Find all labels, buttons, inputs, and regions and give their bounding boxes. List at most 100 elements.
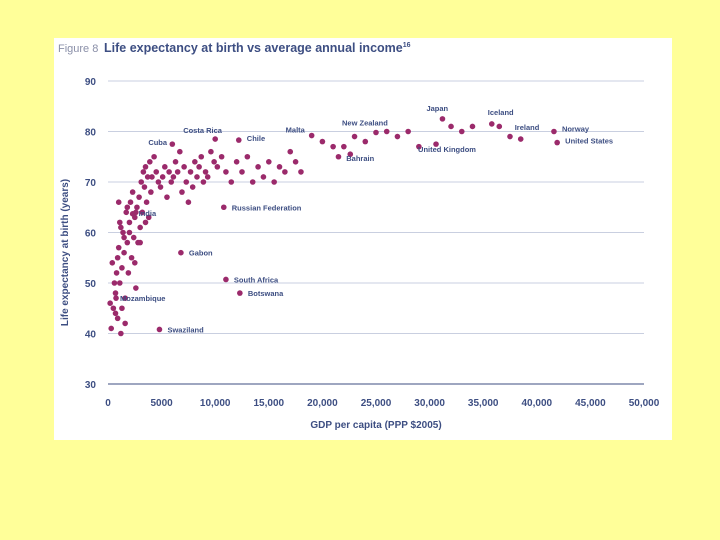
data-point — [249, 179, 256, 185]
point-annotation: Swaziland — [167, 325, 204, 334]
data-point — [394, 133, 401, 140]
x-tick-label: 20,000 — [307, 398, 338, 409]
data-point — [405, 128, 411, 135]
point-annotations: Costa Rica Cuba Chile Malta New Zealand Japan… — [120, 104, 613, 335]
data-point — [214, 164, 221, 170]
data-point-labeled — [235, 137, 242, 143]
point-annotation: Gabon — [189, 249, 213, 258]
data-point — [233, 159, 240, 165]
data-point — [140, 169, 147, 175]
data-point-labeled — [433, 141, 439, 147]
data-point — [244, 153, 251, 160]
data-point — [298, 169, 304, 175]
point-annotation: United Kingdom — [418, 145, 476, 154]
data-point-labeled — [373, 129, 379, 136]
data-point — [114, 315, 121, 322]
data-point-labeled — [439, 116, 446, 122]
data-point — [147, 159, 153, 165]
data-point — [469, 123, 476, 130]
data-point — [255, 164, 261, 170]
data-point — [271, 179, 277, 185]
x-tick-label: 35,000 — [468, 398, 499, 409]
data-point — [179, 189, 185, 195]
data-point — [448, 123, 454, 130]
data-point — [228, 179, 235, 185]
data-point — [112, 290, 119, 296]
x-tick-label: 0 — [105, 398, 111, 409]
data-point — [126, 229, 133, 236]
data-point — [335, 153, 342, 160]
x-tick-label: 10,000 — [200, 398, 231, 409]
data-point — [194, 174, 200, 180]
data-point — [130, 234, 137, 241]
data-point — [109, 260, 116, 266]
data-point — [282, 169, 288, 175]
data-point — [122, 320, 128, 327]
data-point — [172, 159, 179, 165]
data-point — [208, 148, 214, 155]
point-annotation: Chile — [247, 134, 265, 143]
point-annotation: Bahrain — [346, 154, 374, 163]
data-point — [155, 179, 162, 185]
data-point — [122, 295, 128, 301]
data-point — [136, 194, 142, 200]
data-point-labeled — [308, 132, 315, 139]
data-point — [185, 199, 192, 205]
data-point — [198, 153, 205, 160]
y-tick-label: 80 — [85, 128, 97, 139]
data-point — [116, 219, 123, 226]
x-tick-label: 30,000 — [414, 398, 445, 409]
data-point — [458, 128, 465, 135]
data-point — [119, 265, 125, 271]
data-point — [134, 204, 140, 211]
data-point — [181, 164, 187, 170]
data-point — [196, 164, 202, 170]
data-point-labeled — [347, 151, 354, 158]
data-point-labeled — [113, 295, 119, 301]
x-tick-labels: 0 5000 10,000 15,000 20,000 25,000 30,000 35,00… — [105, 398, 660, 409]
y-tick-label: 40 — [85, 330, 97, 341]
data-point-labeled — [551, 128, 557, 135]
data-point — [416, 143, 422, 150]
data-point — [149, 174, 155, 180]
point-annotation: United States — [565, 137, 613, 146]
data-point — [124, 239, 131, 246]
data-point — [159, 174, 166, 180]
data-point — [119, 305, 125, 312]
data-point — [187, 169, 194, 175]
data-point — [183, 179, 190, 185]
data-point — [113, 270, 120, 276]
data-point — [383, 128, 390, 135]
data-point — [123, 209, 130, 216]
point-annotation: Botswana — [248, 289, 284, 298]
data-point — [341, 143, 347, 150]
data-point — [170, 174, 177, 180]
y-tick-label: 60 — [85, 229, 97, 240]
data-point — [153, 169, 160, 175]
point-annotation: South Africa — [234, 275, 279, 284]
data-point — [112, 310, 119, 317]
data-point — [143, 199, 150, 205]
data-point — [139, 209, 146, 216]
data-point — [351, 133, 358, 140]
data-point — [129, 189, 136, 195]
data-point — [287, 148, 294, 155]
data-point-labeled — [212, 136, 218, 142]
data-point — [266, 159, 272, 165]
data-point-labeled — [517, 136, 524, 142]
data-point — [202, 169, 209, 175]
point-annotation: New Zealand — [342, 119, 388, 128]
data-point-labeled — [169, 141, 176, 147]
data-point-labeled — [156, 326, 163, 333]
y-tick-label: 90 — [85, 77, 97, 88]
data-point — [496, 123, 503, 130]
figure-panel: Figure 8 Life expectancy at birth vs ave… — [54, 38, 672, 440]
data-point — [137, 239, 143, 246]
data-point — [144, 174, 151, 180]
data-point — [223, 169, 229, 175]
data-point — [126, 219, 133, 226]
data-point — [115, 244, 122, 251]
data-point — [110, 305, 117, 312]
data-point — [157, 184, 164, 190]
point-annotation: India — [139, 209, 157, 218]
